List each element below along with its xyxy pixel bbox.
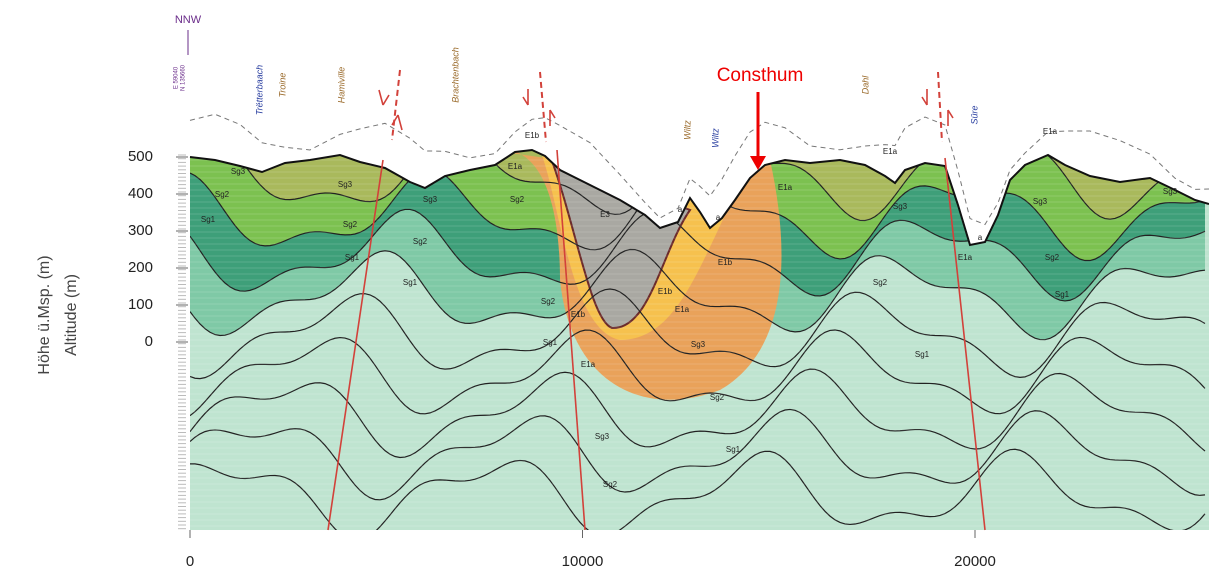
y-tick-label: 400 [128, 185, 153, 202]
y-tick-label: 300 [128, 222, 153, 239]
y-tick-label: 200 [128, 259, 153, 276]
unit-label: E1b [718, 258, 733, 267]
northing: N 135660 [181, 64, 187, 91]
unit-label: E1a [883, 147, 898, 156]
place-label: Troine [277, 73, 287, 98]
x-tick-label: 10000 [562, 553, 604, 570]
geology-layers [190, 100, 1209, 541]
fault-extension [392, 70, 400, 140]
unit-label: E1a [958, 253, 973, 262]
unit-label: Sg3 [338, 180, 353, 189]
unit-label: Sg1 [726, 445, 741, 454]
x-tick-label: 0 [186, 553, 194, 570]
y-tick-label: 0 [145, 333, 153, 350]
fault-arrows [922, 89, 953, 126]
place-label: Brachtenbach [450, 47, 460, 103]
unit-label: Sg3 [691, 340, 706, 349]
unit-label: Sg1 [403, 278, 418, 287]
unit-label: Sg1 [201, 215, 216, 224]
unit-label: E1a [581, 360, 596, 369]
unit-label: Sg2 [215, 190, 230, 199]
unit-label: Sg3 [1163, 187, 1178, 196]
unit-label: Sg2 [510, 195, 525, 204]
unit-label: Sg3 [893, 202, 908, 211]
unit-label: a [716, 213, 721, 222]
y-tick-label: 500 [128, 148, 153, 165]
fault-arrows [523, 89, 555, 126]
place-label: Trëtterbaach [254, 65, 264, 115]
unit-label: Sg1 [915, 350, 930, 359]
easting: E 59040 [174, 66, 180, 89]
unit-label: Sg3 [423, 195, 438, 204]
unit-label: Sg3 [231, 167, 246, 176]
place-label: Sûre [969, 105, 979, 124]
unit-label: Sg2 [541, 297, 556, 306]
fault-extension [540, 72, 546, 142]
unit-label: Sg1 [345, 253, 360, 262]
page: {"header": {"direction": "NNW", "easting… [0, 0, 1209, 576]
unit-label: Sg2 [873, 278, 888, 287]
unit-label: a [978, 233, 983, 242]
unit-label: E1b [525, 131, 540, 140]
place-label: Wiltz [682, 120, 692, 140]
unit-label: E1a [508, 162, 523, 171]
unit-label: Sg2 [603, 480, 618, 489]
unit-label: Sg1 [1055, 290, 1070, 299]
unit-label: E1a [1043, 127, 1058, 136]
direction: NNW [175, 14, 202, 26]
highlight-label: Consthum [717, 65, 804, 86]
unit-label: E1b [571, 310, 586, 319]
unit-label: Sg2 [710, 393, 725, 402]
unit-label: Sg3 [1033, 197, 1048, 206]
place-label: Dahl [860, 75, 870, 95]
unit-label: Sg2 [413, 237, 428, 246]
y-title-en: Altitude (m) [63, 274, 80, 356]
unit-label: a [678, 205, 683, 214]
y-tick-label: 100 [128, 296, 153, 313]
unit-label: E1b [658, 287, 673, 296]
cross-section: Consthum NNW E 59040 N 135660 Höhe ü.Msp… [0, 0, 1209, 576]
unit-label: Sg2 [343, 220, 358, 229]
unit-label: Sg2 [1045, 253, 1060, 262]
unit-label: E1a [778, 183, 793, 192]
fault-extension [938, 72, 942, 142]
unit-label: Sg3 [595, 432, 610, 441]
place-label: Hamiville [336, 67, 346, 104]
y-title-de: Höhe ü.Msp. (m) [36, 255, 53, 374]
place-label: Wiltz [710, 128, 720, 148]
unit-label: E3 [600, 210, 610, 219]
x-tick-label: 20000 [954, 553, 996, 570]
unit-label: E1a [675, 305, 690, 314]
unit-label: Sg1 [543, 338, 558, 347]
